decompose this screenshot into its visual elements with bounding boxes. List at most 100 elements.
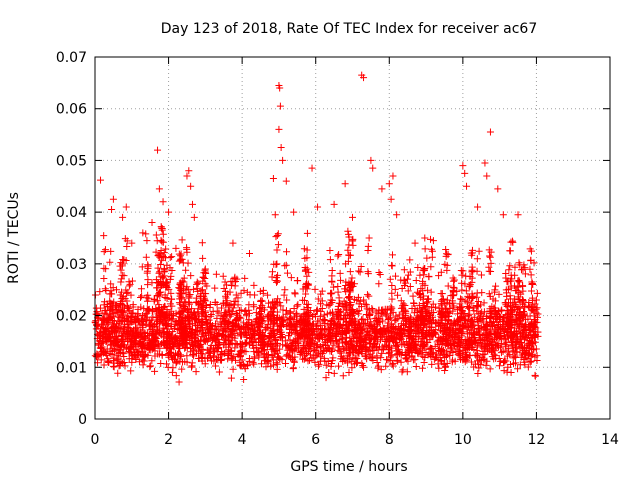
data-point xyxy=(508,337,516,345)
data-point xyxy=(109,323,117,331)
data-point xyxy=(368,344,376,352)
data-point xyxy=(420,335,428,343)
data-point xyxy=(368,335,376,343)
data-point xyxy=(514,303,522,311)
data-point xyxy=(283,269,291,277)
data-point xyxy=(273,277,281,285)
data-point xyxy=(134,305,142,313)
data-point xyxy=(188,363,196,371)
data-point xyxy=(324,336,332,344)
data-point xyxy=(375,280,383,288)
data-point xyxy=(346,268,354,276)
data-point xyxy=(282,261,290,269)
data-point xyxy=(389,172,397,180)
data-point xyxy=(219,272,227,280)
data-point xyxy=(293,311,301,319)
data-point xyxy=(502,357,510,365)
data-point xyxy=(245,341,253,349)
data-point xyxy=(345,368,353,376)
data-point xyxy=(148,218,156,226)
data-point xyxy=(515,259,523,267)
data-point xyxy=(250,360,258,368)
data-point xyxy=(393,356,401,364)
data-point xyxy=(318,326,326,334)
data-point xyxy=(153,237,161,245)
data-point xyxy=(199,345,207,353)
data-point xyxy=(182,266,190,274)
data-point xyxy=(512,348,520,356)
data-point xyxy=(231,356,239,364)
data-point xyxy=(264,358,272,366)
data-point xyxy=(476,329,484,337)
data-point xyxy=(127,329,135,337)
data-point xyxy=(318,297,326,305)
y-tick-label: 0.02 xyxy=(56,309,87,325)
data-point xyxy=(292,309,300,317)
data-point xyxy=(232,339,240,347)
data-point xyxy=(416,271,424,279)
data-point xyxy=(115,313,123,321)
data-point xyxy=(388,360,396,368)
data-point xyxy=(401,329,409,337)
data-point xyxy=(487,267,495,275)
data-point xyxy=(225,322,233,330)
data-point xyxy=(461,169,469,177)
data-point xyxy=(506,360,514,368)
data-point xyxy=(214,331,222,339)
data-point xyxy=(228,307,236,315)
data-point xyxy=(394,291,402,299)
data-point xyxy=(428,345,436,353)
data-point xyxy=(133,324,141,332)
data-point xyxy=(383,312,391,320)
data-point xyxy=(367,156,375,164)
data-point xyxy=(237,352,245,360)
data-point xyxy=(351,323,359,331)
data-point xyxy=(515,276,523,284)
y-tick-label: 0.03 xyxy=(56,257,87,273)
data-point xyxy=(365,234,373,242)
data-point xyxy=(410,299,418,307)
data-point xyxy=(382,362,390,370)
data-point xyxy=(245,306,253,314)
data-point xyxy=(429,313,437,321)
data-point xyxy=(333,330,341,338)
data-point xyxy=(234,301,242,309)
data-point xyxy=(457,267,465,275)
data-point xyxy=(314,317,322,325)
data-point xyxy=(300,327,308,335)
data-point xyxy=(461,280,469,288)
data-point xyxy=(245,309,253,317)
data-point xyxy=(274,353,282,361)
data-point xyxy=(192,368,200,376)
data-point xyxy=(393,342,401,350)
data-point xyxy=(275,125,283,133)
y-tick-label: 0.05 xyxy=(56,153,87,169)
data-point xyxy=(142,230,150,238)
data-point xyxy=(130,334,138,342)
data-point xyxy=(450,276,458,284)
data-point xyxy=(325,369,333,377)
data-point xyxy=(426,336,434,344)
data-point xyxy=(405,342,413,350)
data-point xyxy=(330,283,338,291)
data-point xyxy=(500,326,508,334)
data-point xyxy=(428,247,436,255)
data-point xyxy=(107,334,115,342)
data-point xyxy=(365,306,373,314)
data-point xyxy=(384,322,392,330)
data-point xyxy=(422,349,430,357)
data-point xyxy=(260,350,268,358)
data-point xyxy=(332,332,340,340)
data-point xyxy=(146,363,154,371)
data-point xyxy=(338,331,346,339)
data-point xyxy=(327,362,335,370)
data-point xyxy=(335,343,343,351)
data-point xyxy=(449,283,457,291)
data-point xyxy=(282,177,290,185)
data-point xyxy=(101,246,109,254)
data-point xyxy=(487,340,495,348)
data-point xyxy=(463,352,471,360)
data-point xyxy=(205,349,213,357)
data-point xyxy=(389,308,397,316)
